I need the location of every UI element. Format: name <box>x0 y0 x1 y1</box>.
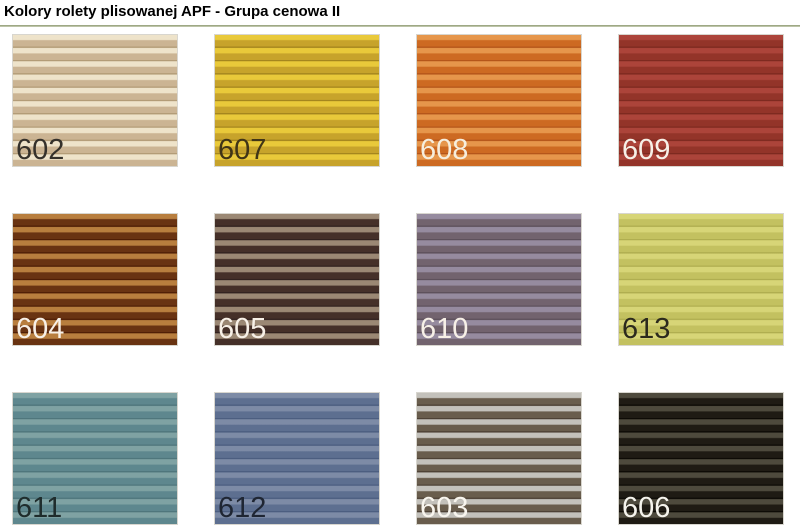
color-swatch-604: 604 <box>12 213 178 346</box>
swatch-code: 602 <box>16 134 65 167</box>
page-title: Kolory rolety plisowanej APF - Grupa cen… <box>4 3 341 20</box>
swatch-code: 604 <box>16 313 65 346</box>
swatch-code: 609 <box>622 134 671 167</box>
swatch-code: 605 <box>218 313 267 346</box>
swatch-grid: 602 607 608 609 604 605 610 613 611 612 … <box>0 27 800 525</box>
color-swatch-603: 603 <box>416 392 582 525</box>
swatch-code: 607 <box>218 134 267 167</box>
color-swatch-605: 605 <box>214 213 380 346</box>
page-header: Kolory rolety plisowanej APF - Grupa cen… <box>0 0 800 21</box>
color-swatch-609: 609 <box>618 34 784 167</box>
color-swatch-606: 606 <box>618 392 784 525</box>
color-swatch-607: 607 <box>214 34 380 167</box>
swatch-code: 608 <box>420 134 469 167</box>
swatch-code: 603 <box>420 492 469 525</box>
swatch-code: 606 <box>622 492 671 525</box>
title-divider <box>0 25 800 27</box>
swatch-code: 612 <box>218 492 267 525</box>
color-swatch-611: 611 <box>12 392 178 525</box>
color-swatch-608: 608 <box>416 34 582 167</box>
swatch-code: 611 <box>16 492 63 525</box>
swatch-code: 613 <box>622 313 671 346</box>
color-swatch-613: 613 <box>618 213 784 346</box>
color-swatch-602: 602 <box>12 34 178 167</box>
swatch-code: 610 <box>420 313 469 346</box>
color-swatch-610: 610 <box>416 213 582 346</box>
color-swatch-612: 612 <box>214 392 380 525</box>
